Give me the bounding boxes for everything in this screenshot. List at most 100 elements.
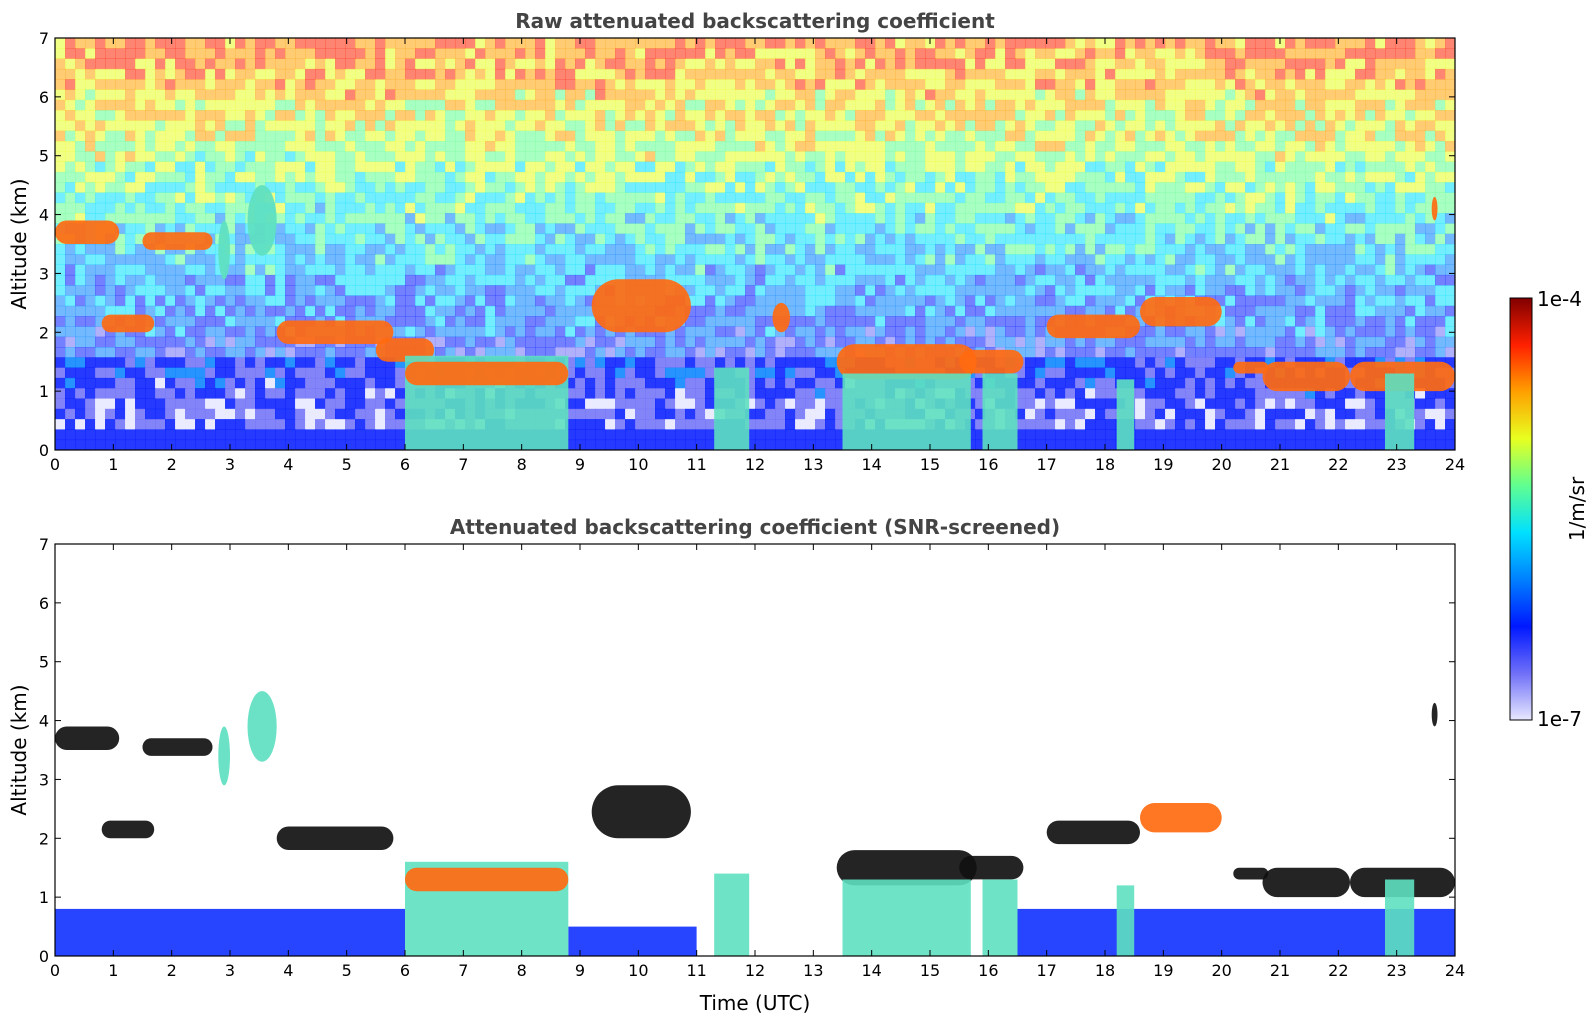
noise-cell [885, 141, 896, 152]
noise-cell [1155, 99, 1166, 111]
noise-cell [275, 305, 286, 317]
noise-cell [295, 182, 306, 193]
noise-cell [815, 223, 826, 235]
noise-cell [345, 274, 356, 286]
noise-cell [125, 171, 136, 183]
noise-cell [795, 285, 806, 296]
noise-cell [1435, 316, 1446, 327]
noise-cell [805, 295, 816, 307]
noise-cell [85, 192, 96, 204]
noise-cell [455, 213, 466, 224]
noise-cell [245, 58, 256, 70]
noise-cell [1285, 202, 1296, 214]
noise-cell [585, 68, 596, 80]
noise-cell [365, 274, 376, 286]
noise-cell [365, 99, 376, 111]
noise-cell [1205, 326, 1216, 338]
noise-cell [825, 120, 836, 132]
noise-cell [355, 202, 366, 214]
noise-cell [305, 79, 316, 90]
noise-cell [195, 79, 206, 90]
noise-cell [805, 213, 816, 224]
noise-cell [225, 171, 236, 183]
noise-cell [325, 295, 336, 307]
noise-cell [375, 192, 386, 204]
noise-cell [745, 326, 756, 338]
noise-cell [255, 48, 266, 59]
noise-cell [1365, 38, 1376, 49]
noise-cell [545, 182, 556, 193]
noise-cell [1285, 295, 1296, 307]
noise-cell [805, 141, 816, 152]
noise-cell [285, 110, 296, 121]
noise-cell [995, 254, 1006, 265]
noise-cell [645, 377, 656, 389]
noise-cell [1375, 223, 1386, 235]
noise-cell [595, 58, 606, 70]
noise-cell [485, 38, 496, 49]
noise-cell [95, 316, 106, 327]
noise-cell [1395, 244, 1406, 255]
noise-cell [695, 213, 706, 224]
noise-cell [1075, 347, 1086, 358]
noise-cell [665, 377, 676, 389]
noise-cell [165, 305, 176, 317]
noise-cell [225, 316, 236, 327]
noise-cell [595, 171, 606, 183]
noise-cell [595, 264, 606, 276]
noise-cell [1005, 213, 1016, 224]
noise-cell [715, 305, 726, 317]
noise-cell [1225, 182, 1236, 193]
noise-cell [1245, 295, 1256, 307]
noise-cell [1275, 233, 1286, 245]
noise-cell [675, 326, 686, 338]
noise-cell [355, 38, 366, 49]
noise-cell [865, 161, 876, 173]
noise-cell [365, 295, 376, 307]
noise-cell [645, 130, 656, 142]
noise-cell [685, 326, 696, 338]
noise-cell [825, 295, 836, 307]
noise-cell [1245, 58, 1256, 70]
noise-cell [265, 377, 276, 389]
noise-cell [1235, 336, 1246, 348]
noise-cell [1295, 89, 1306, 101]
noise-cell [1325, 244, 1336, 255]
noise-cell [1025, 202, 1036, 214]
noise-cell [145, 38, 156, 49]
noise-cell [1425, 151, 1436, 162]
noise-cell [1265, 110, 1276, 121]
noise-cell [1275, 99, 1286, 111]
noise-cell [1335, 48, 1346, 59]
noise-cell [1305, 223, 1316, 235]
noise-cell [1025, 89, 1036, 101]
noise-cell [1425, 233, 1436, 245]
noise-cell [335, 213, 346, 224]
noise-cell [575, 99, 586, 111]
noise-cell [575, 274, 586, 286]
noise-cell [185, 274, 196, 286]
noise-cell [1045, 377, 1056, 389]
noise-cell [1145, 202, 1156, 214]
noise-cell [55, 305, 66, 317]
noise-cell [665, 347, 676, 358]
noise-cell [1265, 171, 1276, 183]
noise-cell [885, 274, 896, 286]
noise-cell [315, 151, 326, 162]
noise-cell [565, 182, 576, 193]
noise-cell [575, 398, 586, 410]
noise-cell [145, 151, 156, 162]
noise-cell [1205, 388, 1216, 399]
noise-cell [1345, 244, 1356, 255]
noise-cell [55, 58, 66, 70]
noise-cell [1275, 264, 1286, 276]
noise-cell [835, 244, 846, 255]
noise-cell [1365, 68, 1376, 80]
noise-cell [1085, 254, 1096, 265]
noise-cell [935, 254, 946, 265]
noise-cell [1325, 295, 1336, 307]
noise-cell [545, 48, 556, 59]
noise-cell [925, 213, 936, 224]
noise-cell [1025, 285, 1036, 296]
noise-cell [1105, 182, 1116, 193]
